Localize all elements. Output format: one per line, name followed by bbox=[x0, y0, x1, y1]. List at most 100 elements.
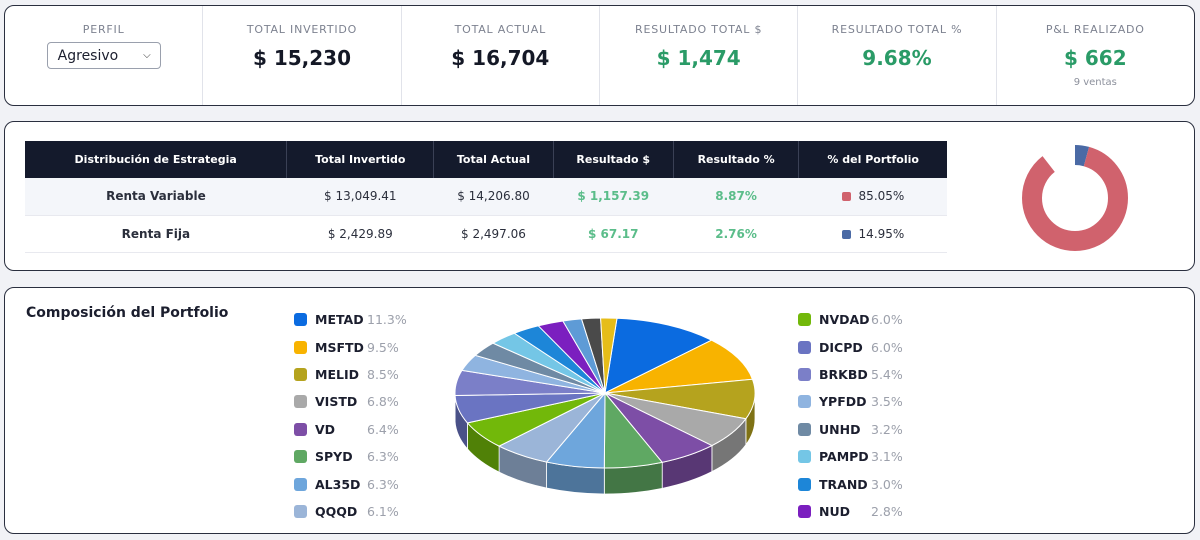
portfolio-composition-card: Composición del Portfolio METAD 11.3% MSFT… bbox=[4, 287, 1195, 534]
legend-item-metad[interactable]: METAD 11.3% bbox=[294, 306, 407, 333]
composition-pie-chart[interactable] bbox=[440, 308, 770, 508]
portfolio-pct-cell: 85.05% bbox=[798, 178, 947, 216]
perfil-select[interactable]: Agresivo ⌵ bbox=[46, 42, 161, 69]
kpi-label: RESULTADO TOTAL % bbox=[831, 23, 963, 36]
legend-item-ypfdd[interactable]: YPFDD 3.5% bbox=[798, 388, 903, 415]
column-header[interactable]: Total Actual bbox=[433, 141, 554, 178]
column-header[interactable]: Resultado % bbox=[672, 141, 799, 178]
legend-item-melid[interactable]: MELID 8.5% bbox=[294, 361, 407, 388]
legend-item-pampd[interactable]: PAMPD 3.1% bbox=[798, 443, 903, 470]
legend-item-nud[interactable]: NUD 2.8% bbox=[798, 498, 903, 525]
legend-ticker: YPFDD bbox=[819, 394, 867, 410]
microsoft-logo-icon bbox=[294, 340, 307, 354]
table-row[interactable]: Renta Fija $ 2,429.89 $ 2,497.06 $ 67.17… bbox=[25, 215, 947, 253]
legend-swatch bbox=[841, 192, 851, 202]
result-pct-cell: 2.76% bbox=[673, 215, 799, 253]
legend-ticker: NVDAD bbox=[819, 312, 870, 328]
legend-swatch bbox=[841, 229, 851, 239]
legend-percent: 6.3% bbox=[367, 476, 399, 492]
visa-logo-icon bbox=[294, 422, 307, 436]
legend-item-brkbd[interactable]: BRKBD 5.4% bbox=[798, 361, 903, 388]
ypf-logo-icon bbox=[798, 395, 811, 409]
vista-logo-icon bbox=[294, 395, 307, 409]
column-header[interactable]: Total Invertido bbox=[286, 141, 434, 178]
legend-percent: 3.5% bbox=[871, 394, 903, 410]
kpi-value: 9.68% bbox=[862, 46, 932, 70]
composition-legend-left: METAD 11.3% MSFTD 9.5% MELID 8.5% VISTD 6.8% VD 6… bbox=[294, 306, 407, 525]
spdr-logo-icon bbox=[294, 450, 307, 464]
legend-percent: 9.5% bbox=[367, 339, 399, 355]
pie-slice-msftd[interactable] bbox=[604, 339, 754, 394]
legend-percent: 6.4% bbox=[367, 421, 399, 437]
legend-item-spyd[interactable]: SPYD 6.3% bbox=[294, 443, 407, 470]
kpi-summary-card: PERFIL Agresivo ⌵ TOTAL INVERTIDO $ 15,2… bbox=[4, 5, 1195, 106]
legend-ticker: DICPD bbox=[819, 339, 863, 355]
argentina-flag-icon bbox=[294, 477, 307, 491]
donut-slice-renta-variable[interactable] bbox=[1022, 145, 1128, 251]
pie-slice-metad[interactable] bbox=[604, 317, 713, 394]
legend-item-unhd[interactable]: UNHD 3.2% bbox=[798, 416, 903, 443]
argentina-flag-icon bbox=[798, 340, 811, 354]
kpi-label: TOTAL INVERTIDO bbox=[246, 23, 358, 36]
legend-item-msftd[interactable]: MSFTD 9.5% bbox=[294, 333, 407, 360]
legend-ticker: PAMPD bbox=[819, 449, 869, 465]
legend-item-vistd[interactable]: VISTD 6.8% bbox=[294, 388, 407, 415]
kpi-value: $ 16,704 bbox=[451, 46, 550, 70]
total-invested-cell: $ 13,049.41 bbox=[286, 178, 434, 216]
kpi-total-invertido: TOTAL INVERTIDO $ 15,230 bbox=[202, 6, 400, 105]
legend-ticker: VISTD bbox=[315, 394, 358, 410]
legend-item-nvdad[interactable]: NVDAD 6.0% bbox=[798, 306, 903, 333]
column-header[interactable]: % del Portfolio bbox=[798, 141, 947, 178]
legend-ticker: AL35D bbox=[315, 476, 361, 492]
result-cell: $ 1,157.39 bbox=[553, 178, 674, 216]
strategy-table: Distribución de Estrategia Total Inverti… bbox=[25, 141, 947, 253]
column-header[interactable]: Distribución de Estrategia bbox=[25, 141, 287, 178]
legend-percent: 6.1% bbox=[367, 503, 399, 519]
legend-item-dicpd[interactable]: DICPD 6.0% bbox=[798, 333, 903, 360]
legend-ticker: BRKBD bbox=[819, 366, 868, 382]
donut-slice-renta-fija[interactable] bbox=[1022, 145, 1128, 251]
table-row[interactable]: Renta Variable $ 13,049.41 $ 14,206.80 $… bbox=[25, 178, 947, 216]
kpi-resultado-total-usd: RESULTADO TOTAL $ $ 1,474 bbox=[598, 6, 797, 105]
kpi-pnl-realizado: P&L REALIZADO $ 662 9 ventas bbox=[995, 6, 1194, 105]
pie-slice-other-3[interactable] bbox=[600, 317, 618, 394]
composition-title: Composición del Portfolio bbox=[26, 305, 229, 321]
transener-logo-icon bbox=[798, 477, 811, 491]
perfil-select-value: Agresivo bbox=[57, 47, 119, 64]
legend-ticker: SPYD bbox=[315, 449, 353, 465]
meta-logo-icon bbox=[294, 313, 307, 327]
legend-item-trand[interactable]: TRAND 3.0% bbox=[798, 470, 903, 497]
legend-item-al35d[interactable]: AL35D 6.3% bbox=[294, 470, 407, 497]
portfolio-pct-value: 85.05% bbox=[858, 189, 905, 204]
kpi-perfil: PERFIL Agresivo ⌵ bbox=[5, 6, 202, 105]
legend-ticker: MSFTD bbox=[315, 339, 364, 355]
legend-ticker: UNHD bbox=[819, 421, 861, 437]
legend-percent: 6.0% bbox=[871, 339, 903, 355]
strategy-donut-chart[interactable] bbox=[1020, 143, 1130, 253]
pampa-logo-icon bbox=[798, 450, 811, 464]
chevron-down-icon: ⌵ bbox=[143, 50, 151, 61]
portfolio-pct-cell: 14.95% bbox=[798, 215, 947, 253]
kpi-label: RESULTADO TOTAL $ bbox=[635, 23, 763, 36]
portfolio-pct-value: 14.95% bbox=[858, 226, 905, 241]
column-header[interactable]: Resultado $ bbox=[552, 141, 674, 178]
kpi-value: $ 662 bbox=[1063, 46, 1127, 70]
legend-ticker: TRAND bbox=[819, 476, 868, 492]
strategy-distribution-card: Distribución de Estrategia Total Inverti… bbox=[4, 121, 1195, 271]
legend-ticker: VD bbox=[315, 421, 336, 437]
kpi-resultado-total-pct: RESULTADO TOTAL % 9.68% bbox=[797, 6, 995, 105]
legend-ticker: QQQD bbox=[315, 503, 358, 519]
composition-legend-right: NVDAD 6.0% DICPD 6.0% BRKBD 5.4% YPFDD 3.5% UNHD… bbox=[798, 306, 903, 525]
result-cell: $ 67.17 bbox=[553, 215, 674, 253]
legend-percent: 8.5% bbox=[367, 366, 399, 382]
kpi-label: TOTAL ACTUAL bbox=[454, 23, 547, 36]
legend-item-vd[interactable]: VD 6.4% bbox=[294, 416, 407, 443]
strategy-name: Renta Variable bbox=[25, 178, 287, 216]
total-current-cell: $ 2,497.06 bbox=[433, 215, 554, 253]
legend-percent: 6.0% bbox=[871, 312, 903, 328]
legend-percent: 3.2% bbox=[871, 421, 903, 437]
result-pct-cell: 8.87% bbox=[673, 178, 799, 216]
kpi-label: P&L REALIZADO bbox=[1045, 23, 1145, 36]
legend-item-qqqd[interactable]: QQQD 6.1% bbox=[294, 498, 407, 525]
legend-ticker: MELID bbox=[315, 366, 359, 382]
